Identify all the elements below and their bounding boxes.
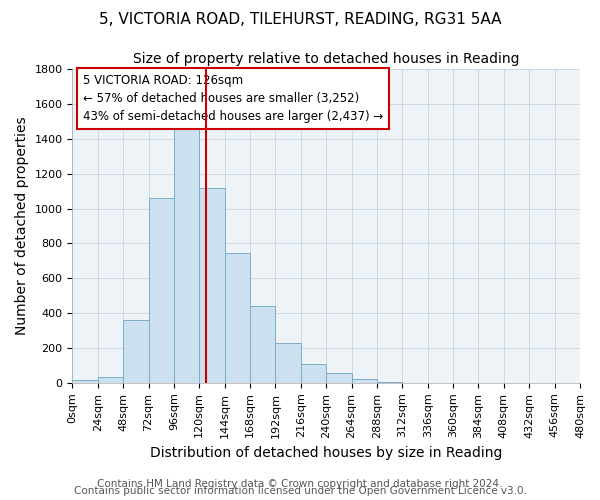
Text: Contains HM Land Registry data © Crown copyright and database right 2024.: Contains HM Land Registry data © Crown c… xyxy=(97,479,503,489)
Bar xyxy=(224,253,250,383)
Y-axis label: Number of detached properties: Number of detached properties xyxy=(15,116,29,335)
Text: 5 VICTORIA ROAD: 126sqm
← 57% of detached houses are smaller (3,252)
43% of semi: 5 VICTORIA ROAD: 126sqm ← 57% of detache… xyxy=(83,74,383,123)
Bar xyxy=(98,376,123,383)
Text: 5, VICTORIA ROAD, TILEHURST, READING, RG31 5AA: 5, VICTORIA ROAD, TILEHURST, READING, RG… xyxy=(99,12,501,28)
Bar xyxy=(377,382,403,383)
Title: Size of property relative to detached houses in Reading: Size of property relative to detached ho… xyxy=(133,52,520,66)
Bar xyxy=(123,320,149,383)
Text: Contains public sector information licensed under the Open Government Licence v3: Contains public sector information licen… xyxy=(74,486,526,496)
Bar xyxy=(149,198,174,383)
Bar xyxy=(301,364,326,383)
Bar xyxy=(352,380,377,383)
Bar xyxy=(174,126,199,383)
Bar xyxy=(73,380,98,383)
Bar xyxy=(250,306,275,383)
Bar xyxy=(326,373,352,383)
Bar xyxy=(275,342,301,383)
Bar xyxy=(199,188,224,383)
X-axis label: Distribution of detached houses by size in Reading: Distribution of detached houses by size … xyxy=(150,446,502,460)
